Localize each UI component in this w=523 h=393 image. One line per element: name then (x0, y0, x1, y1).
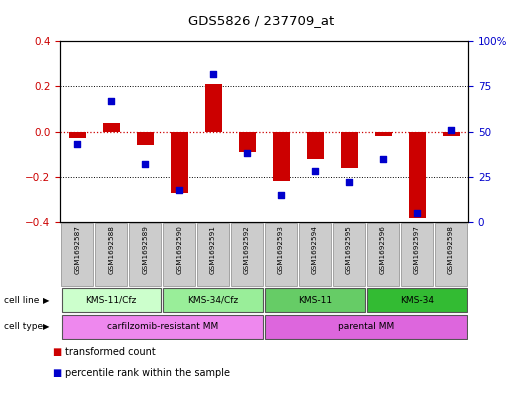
Point (141, 161, 150, 167)
Text: ■: ■ (52, 368, 62, 378)
Bar (163, 223, 196, 286)
Text: GSM1692592: GSM1692592 (244, 225, 250, 274)
Bar (137, 132, 154, 145)
Text: ▶: ▶ (43, 296, 49, 305)
Point (175, 186, 184, 193)
Text: ■: ■ (52, 347, 62, 357)
Text: GSM1692590: GSM1692590 (176, 225, 182, 274)
Text: GSM1692588: GSM1692588 (108, 225, 114, 274)
Text: KMS-11/Cfz: KMS-11/Cfz (85, 296, 137, 305)
Bar (306, 132, 324, 159)
Bar (69, 132, 86, 138)
Text: cell type: cell type (4, 323, 43, 331)
Bar (231, 223, 264, 286)
Bar (442, 132, 460, 136)
Point (107, 98, 116, 104)
Text: GSM1692589: GSM1692589 (142, 225, 148, 274)
Point (447, 127, 456, 133)
Bar (204, 84, 222, 132)
Bar (367, 223, 400, 286)
Text: GSM1692587: GSM1692587 (74, 225, 80, 274)
Bar (408, 132, 426, 217)
Bar (401, 223, 434, 286)
Text: KMS-34/Cfz: KMS-34/Cfz (188, 296, 238, 305)
Text: GSM1692594: GSM1692594 (312, 225, 318, 274)
Bar (272, 132, 290, 181)
Text: GSM1692595: GSM1692595 (346, 225, 352, 274)
Bar (368, 288, 467, 312)
Bar (197, 223, 230, 286)
Bar (129, 223, 162, 286)
Bar (62, 315, 263, 339)
Bar (265, 223, 298, 286)
Bar (340, 132, 358, 168)
Text: transformed count: transformed count (65, 347, 156, 357)
Bar (266, 288, 365, 312)
Point (277, 192, 286, 198)
Text: GSM1692593: GSM1692593 (278, 225, 284, 274)
Text: KMS-11: KMS-11 (298, 296, 332, 305)
Bar (95, 223, 128, 286)
Bar (299, 223, 332, 286)
Point (209, 71, 218, 77)
Text: cell line: cell line (4, 296, 40, 305)
Bar (103, 123, 120, 132)
Bar (374, 132, 392, 136)
Text: GSM1692597: GSM1692597 (414, 225, 420, 274)
Text: KMS-34: KMS-34 (400, 296, 434, 305)
Text: GDS5826 / 237709_at: GDS5826 / 237709_at (188, 14, 335, 27)
Bar (333, 223, 366, 286)
Bar (266, 315, 467, 339)
Bar (435, 223, 468, 286)
Text: GSM1692596: GSM1692596 (380, 225, 386, 274)
Text: percentile rank within the sample: percentile rank within the sample (65, 368, 230, 378)
Point (311, 168, 320, 174)
Bar (61, 223, 94, 286)
Bar (238, 132, 256, 152)
Point (73, 141, 82, 147)
Point (379, 156, 388, 162)
Point (345, 179, 354, 185)
Text: ▶: ▶ (43, 323, 49, 331)
Bar (164, 288, 263, 312)
Text: parental MM: parental MM (338, 323, 394, 331)
Text: carfilzomib-resistant MM: carfilzomib-resistant MM (107, 323, 218, 331)
Point (413, 210, 422, 216)
Point (243, 150, 252, 156)
Bar (170, 132, 188, 193)
Bar (62, 288, 161, 312)
Text: GSM1692598: GSM1692598 (448, 225, 454, 274)
Text: GSM1692591: GSM1692591 (210, 225, 216, 274)
